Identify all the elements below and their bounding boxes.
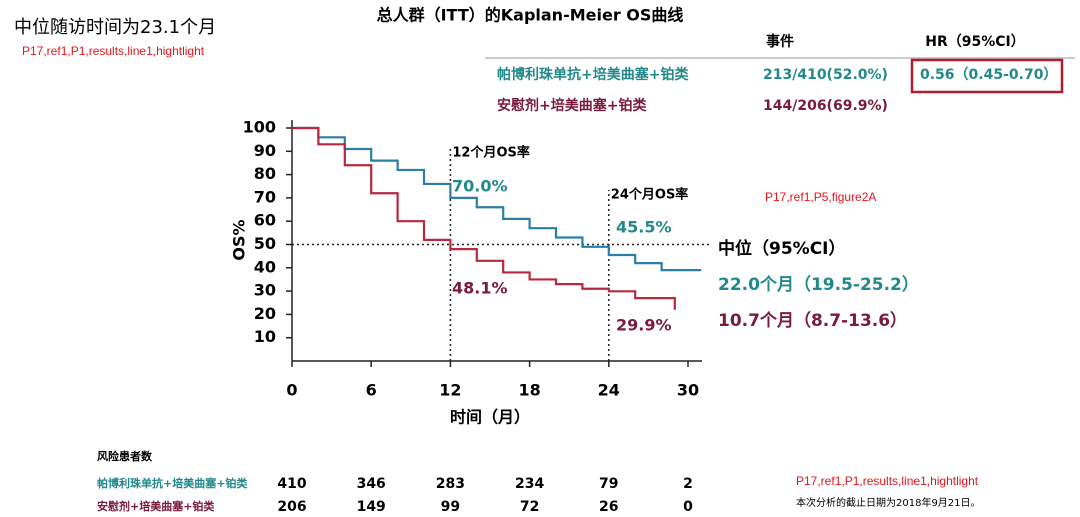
median-header: 中位（95%CI） [718, 238, 846, 259]
risk-count: 0 [683, 499, 693, 515]
survival-curve [292, 126, 702, 272]
risk-name: 安慰剂+培美曲塞+铂类 [97, 499, 215, 513]
risk-name: 帕博利珠单抗+培美曲塞+铂类 [97, 476, 248, 490]
x-tick-label: 24 [598, 381, 620, 400]
events-header: 事件 [766, 33, 794, 50]
rate-label: 29.9% [616, 316, 672, 335]
risk-count: 2 [683, 476, 693, 492]
y-tick-label: 90 [254, 141, 276, 160]
x-tick-label: 0 [286, 381, 297, 400]
highlight-box [910, 58, 1064, 94]
note: P17,ref1,P1,results,line1,hightlight [796, 474, 979, 488]
note: P17,ref1,P5,figure2A [765, 190, 876, 204]
risk-count: 234 [515, 476, 544, 492]
risk-count: 149 [357, 499, 386, 515]
risk-count: 206 [277, 499, 306, 515]
x-tick-label: 30 [677, 381, 699, 400]
hr-header: HR（95%CI） [925, 34, 1025, 50]
risk-title: 风险患者数 [97, 449, 153, 463]
x-tick-label: 18 [518, 381, 540, 400]
legend-name: 安慰剂+培美曲塞+铂类 [497, 97, 647, 114]
y-tick-label: 100 [243, 118, 276, 137]
y-tick-label: 70 [254, 187, 276, 206]
landmark-label: 24个月OS率 [611, 187, 689, 203]
subtitle: 中位随访时间为23.1个月 [14, 17, 216, 38]
risk-count: 283 [436, 476, 465, 492]
risk-count: 72 [520, 499, 539, 515]
events: 213/410(52.0%) [763, 67, 888, 83]
risk-count: 79 [599, 476, 618, 492]
y-tick-label: 80 [254, 164, 276, 183]
risk-count: 346 [357, 476, 386, 492]
chart-title: 总人群（ITT）的Kaplan-Meier OS曲线 [377, 6, 684, 25]
risk-count: 410 [277, 476, 306, 492]
median-label: 10.7个月（8.7-13.6） [718, 310, 907, 331]
y-tick-label: 60 [254, 211, 276, 230]
footnote: 本次分析的截止日期为2018年9月21日。 [796, 496, 981, 509]
risk-count: 99 [441, 499, 460, 515]
median-label: 22.0个月（19.5-25.2） [718, 274, 919, 295]
risk-count: 26 [599, 499, 618, 515]
rate-label: 45.5% [616, 218, 672, 237]
y-tick-label: 20 [254, 304, 276, 323]
x-tick-label: 12 [439, 381, 461, 400]
rate-label: 48.1% [452, 279, 508, 298]
survival-curve [292, 126, 676, 310]
x-axis-label: 时间（月） [450, 408, 530, 427]
x-tick-label: 6 [366, 381, 377, 400]
legend-name: 帕博利珠单抗+培美曲塞+铂类 [497, 66, 689, 83]
rate-label: 70.0% [452, 177, 508, 196]
y-tick-label: 10 [254, 327, 276, 346]
events: 144/206(69.9%) [763, 98, 888, 114]
landmark-label: 12个月OS率 [452, 145, 530, 161]
hazard-ratio: 0.56（0.45-0.70） [920, 67, 1057, 83]
y-tick-label: 40 [254, 257, 276, 276]
y-tick-label: 30 [254, 281, 276, 300]
y-tick-label: 50 [254, 234, 276, 253]
note: P17,ref1,P1,results,line1,hightlight [22, 44, 205, 58]
y-axis-label: OS% [230, 219, 249, 260]
